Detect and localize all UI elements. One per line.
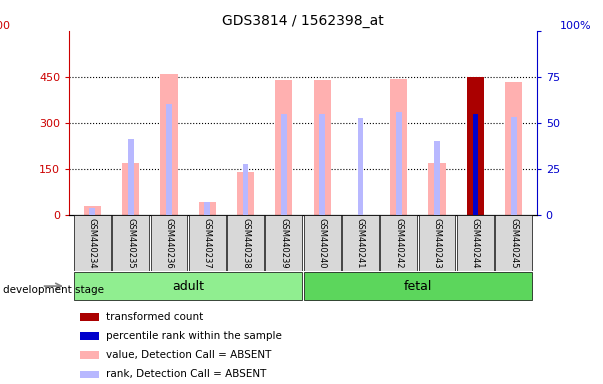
Text: GSM440235: GSM440235 [126, 218, 135, 268]
Bar [390, 79, 408, 215]
Bar [495, 215, 532, 271]
Bar [505, 82, 522, 215]
Text: percentile rank within the sample: percentile rank within the sample [107, 331, 282, 341]
Bar [122, 163, 139, 215]
Bar [112, 215, 149, 271]
Bar [80, 332, 98, 340]
Bar [80, 313, 98, 321]
Text: GSM440238: GSM440238 [241, 217, 250, 268]
Text: 100%: 100% [560, 21, 592, 31]
Bar [473, 114, 478, 215]
Bar [227, 215, 264, 271]
Bar [166, 104, 172, 215]
Text: value, Detection Call = ABSENT: value, Detection Call = ABSENT [107, 350, 272, 360]
Bar [84, 206, 101, 215]
Bar [418, 215, 455, 271]
Bar [314, 80, 331, 215]
Bar [204, 202, 210, 215]
Bar [151, 215, 188, 271]
Bar [396, 112, 402, 215]
Bar [265, 215, 302, 271]
Bar [74, 215, 111, 271]
Bar [304, 272, 532, 300]
Bar [429, 163, 446, 215]
Bar [80, 351, 98, 359]
Text: GSM440234: GSM440234 [88, 218, 97, 268]
Bar [74, 272, 302, 300]
Bar [281, 114, 287, 215]
Text: GSM440242: GSM440242 [394, 218, 403, 268]
Bar [380, 215, 417, 271]
Text: GSM440239: GSM440239 [279, 218, 288, 268]
Text: GSM440241: GSM440241 [356, 218, 365, 268]
Text: GSM440245: GSM440245 [509, 218, 518, 268]
Bar [319, 114, 325, 215]
Text: GSM440236: GSM440236 [165, 217, 174, 268]
Bar [242, 164, 248, 215]
Text: development stage: development stage [3, 285, 104, 295]
Bar [160, 74, 177, 215]
Bar [80, 371, 98, 378]
Bar [189, 215, 226, 271]
Bar [128, 139, 133, 215]
Text: rank, Detection Call = ABSENT: rank, Detection Call = ABSENT [107, 369, 267, 379]
Text: GSM440240: GSM440240 [318, 218, 327, 268]
Text: fetal: fetal [404, 280, 432, 293]
Bar [304, 215, 341, 271]
Bar [467, 77, 484, 215]
Bar [89, 208, 95, 215]
Bar [342, 215, 379, 271]
Text: GSM440237: GSM440237 [203, 217, 212, 268]
Text: transformed count: transformed count [107, 312, 204, 322]
Bar [198, 202, 216, 215]
Bar [434, 141, 440, 215]
Text: 600: 600 [0, 21, 10, 31]
Bar [237, 172, 254, 215]
Bar [457, 215, 494, 271]
Text: GSM440243: GSM440243 [432, 218, 441, 268]
Bar [511, 118, 517, 215]
Title: GDS3814 / 1562398_at: GDS3814 / 1562398_at [222, 14, 384, 28]
Bar [275, 81, 292, 215]
Text: GSM440244: GSM440244 [471, 218, 480, 268]
Bar [358, 118, 364, 215]
Text: adult: adult [172, 280, 204, 293]
